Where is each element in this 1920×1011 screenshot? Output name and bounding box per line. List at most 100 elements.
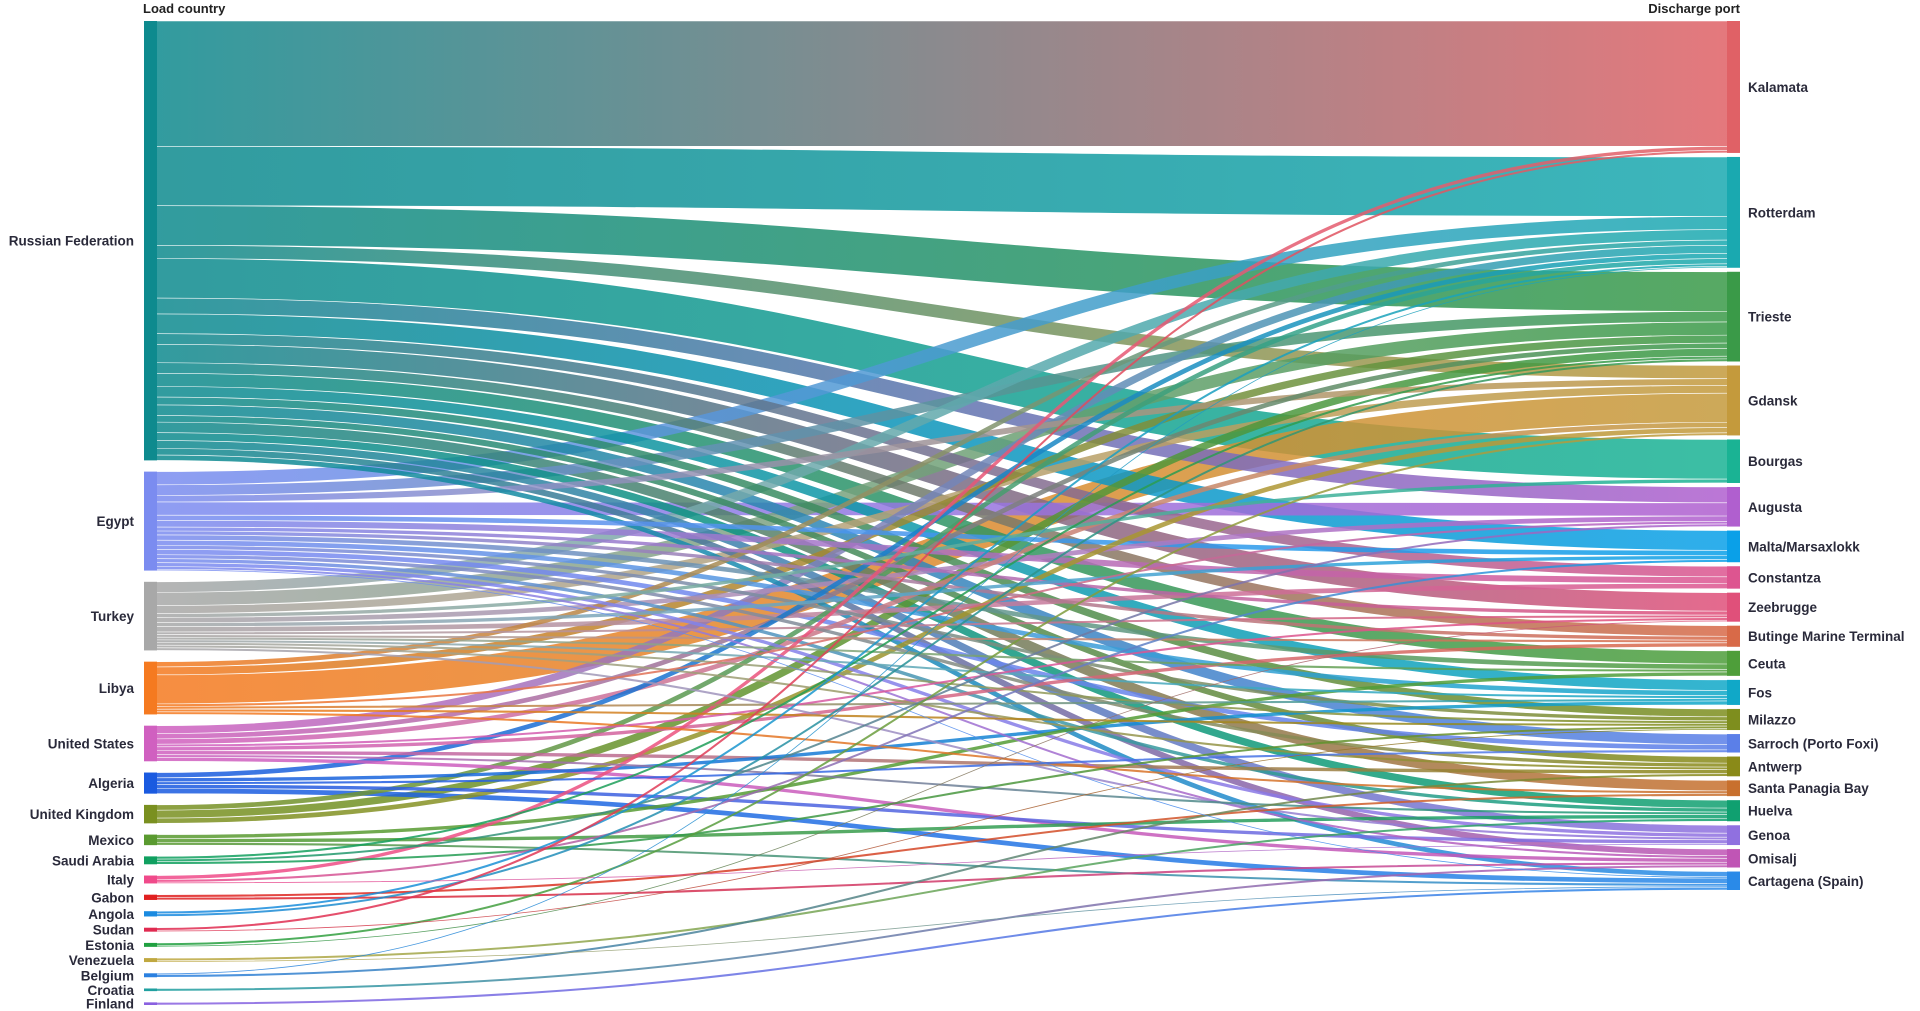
flow-link[interactable]: [156, 793, 1728, 898]
flow-link[interactable]: [156, 535, 1728, 669]
flow-link[interactable]: [156, 640, 1728, 699]
target-node[interactable]: [1727, 156, 1740, 268]
flow-link[interactable]: [156, 566, 1728, 858]
target-node[interactable]: [1727, 439, 1740, 483]
flow-link[interactable]: [156, 524, 1728, 862]
flow-link[interactable]: [156, 245, 1728, 734]
target-node[interactable]: [1727, 566, 1740, 589]
target-node[interactable]: [1727, 21, 1740, 153]
source-label: Egypt: [96, 514, 134, 529]
target-label: Gdansk: [1748, 393, 1798, 408]
target-node[interactable]: [1727, 825, 1740, 846]
flow-link[interactable]: [156, 264, 1728, 914]
target-label: Fos: [1748, 685, 1772, 700]
flow-link[interactable]: [156, 862, 1728, 900]
flow-link[interactable]: [156, 531, 1728, 640]
flow-link[interactable]: [156, 773, 1728, 977]
target-label: Antwerp: [1748, 759, 1802, 774]
target-node[interactable]: [1727, 486, 1740, 527]
flow-link[interactable]: [156, 615, 1728, 635]
target-node[interactable]: [1727, 271, 1740, 362]
source-node[interactable]: [144, 661, 157, 715]
flow-link[interactable]: [156, 750, 1728, 785]
flow-link[interactable]: [156, 150, 1728, 931]
source-node[interactable]: [144, 911, 157, 917]
flow-link[interactable]: [156, 146, 1728, 217]
target-node[interactable]: [1727, 708, 1740, 731]
target-node[interactable]: [1727, 871, 1740, 890]
source-node[interactable]: [144, 834, 157, 846]
target-node[interactable]: [1727, 365, 1740, 436]
source-node[interactable]: [144, 875, 157, 884]
flow-link[interactable]: [156, 645, 1728, 770]
flow-link[interactable]: [156, 818, 1728, 961]
flow-link[interactable]: [156, 751, 1728, 774]
flow-link[interactable]: [156, 887, 1728, 1005]
target-node[interactable]: [1727, 679, 1740, 705]
flow-link[interactable]: [156, 709, 1728, 726]
flow-link[interactable]: [156, 726, 1728, 864]
flow-link[interactable]: [156, 311, 1728, 496]
flow-link[interactable]: [156, 405, 1728, 745]
flow-link[interactable]: [156, 502, 1728, 516]
flow-link[interactable]: [156, 258, 1728, 810]
source-node[interactable]: [144, 927, 157, 932]
target-node[interactable]: [1727, 530, 1740, 563]
target-node[interactable]: [1727, 800, 1740, 822]
flow-link[interactable]: [156, 569, 1728, 878]
flow-link[interactable]: [156, 520, 1728, 584]
flow-link[interactable]: [156, 555, 1728, 627]
source-node[interactable]: [144, 942, 157, 947]
target-node[interactable]: [1727, 756, 1740, 777]
flow-link[interactable]: [156, 755, 1728, 815]
flow-link[interactable]: [156, 643, 1728, 751]
target-node[interactable]: [1727, 592, 1740, 622]
flow-link[interactable]: [156, 701, 1728, 782]
flow-link[interactable]: [156, 527, 1728, 615]
flow-link[interactable]: [156, 385, 1728, 614]
flow-link[interactable]: [156, 637, 1728, 672]
source-node[interactable]: [144, 973, 157, 978]
flow-link[interactable]: [156, 842, 1728, 886]
flow-link[interactable]: [156, 559, 1728, 812]
flow-link[interactable]: [156, 146, 1728, 880]
source-node[interactable]: [144, 471, 157, 571]
source-node[interactable]: [144, 772, 157, 794]
source-node[interactable]: [144, 725, 157, 762]
flow-link[interactable]: [156, 516, 1728, 623]
flow-link[interactable]: [156, 521, 1728, 707]
source-node[interactable]: [144, 21, 157, 461]
target-node[interactable]: [1727, 734, 1740, 753]
target-node[interactable]: [1727, 780, 1740, 797]
source-node[interactable]: [144, 958, 157, 963]
flow-link[interactable]: [156, 728, 1728, 932]
source-node[interactable]: [144, 894, 157, 900]
flow-link[interactable]: [156, 422, 1728, 744]
flow-link[interactable]: [156, 356, 1728, 859]
right-header: Discharge port: [1648, 1, 1740, 16]
flow-link[interactable]: [156, 618, 1728, 747]
target-node[interactable]: [1727, 849, 1740, 868]
flow-link[interactable]: [156, 843, 1728, 884]
flow-link[interactable]: [156, 433, 1728, 946]
flow-link[interactable]: [156, 245, 1728, 379]
flow-link[interactable]: [156, 258, 1728, 479]
flow-link[interactable]: [156, 335, 1728, 675]
flow-link[interactable]: [156, 479, 1728, 618]
flow-link[interactable]: [156, 648, 1728, 840]
source-node[interactable]: [144, 581, 157, 651]
flow-link[interactable]: [156, 757, 1728, 862]
source-node[interactable]: [144, 988, 157, 992]
target-node[interactable]: [1727, 650, 1740, 676]
source-node[interactable]: [144, 804, 157, 824]
flow-link[interactable]: [156, 455, 1728, 877]
flow-link[interactable]: [156, 559, 1728, 882]
flow-link[interactable]: [156, 266, 1728, 975]
flow-link[interactable]: [156, 886, 1728, 962]
source-node[interactable]: [144, 856, 157, 865]
flow-link[interactable]: [156, 865, 1728, 991]
target-node[interactable]: [1727, 625, 1740, 647]
flow-link[interactable]: [156, 620, 1728, 947]
source-node[interactable]: [144, 1002, 157, 1005]
